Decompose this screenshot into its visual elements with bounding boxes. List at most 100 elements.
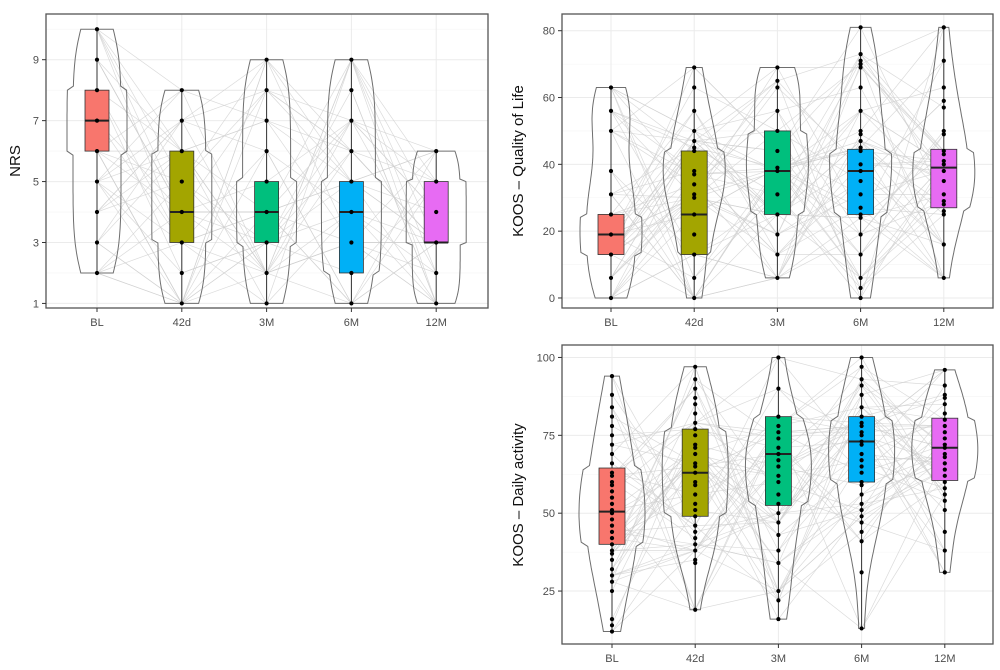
data-point <box>858 62 863 67</box>
data-point <box>942 507 947 513</box>
data-point <box>609 542 615 547</box>
data-point <box>692 275 697 281</box>
data-point <box>859 439 864 444</box>
data-point <box>608 252 614 257</box>
data-point <box>776 548 781 553</box>
data-point <box>434 209 439 215</box>
data-point <box>776 511 781 516</box>
data-point <box>264 148 269 154</box>
y-tick-label: 20 <box>543 226 555 238</box>
data-point <box>775 252 780 257</box>
y-tick-label: 9 <box>33 55 39 67</box>
data-point <box>775 232 780 237</box>
data-point <box>858 132 863 137</box>
daily-panel: 25 50 75 100 BL 42d 3M 6M 12M KOOS – Daily activi… <box>510 344 994 665</box>
data-point <box>609 483 615 488</box>
data-point <box>349 209 354 215</box>
data-point <box>692 232 697 237</box>
data-point <box>94 148 100 154</box>
data-point <box>859 433 864 438</box>
data-point <box>858 232 863 237</box>
group-12M <box>911 367 979 575</box>
data-point <box>94 57 100 62</box>
data-point <box>941 212 946 217</box>
data-point <box>942 461 947 466</box>
data-point <box>264 88 269 93</box>
data-point <box>941 105 946 110</box>
data-point <box>608 192 614 197</box>
data-point <box>349 240 354 245</box>
data-point <box>858 148 863 154</box>
data-point <box>942 451 947 457</box>
group-6M <box>828 355 896 631</box>
data-point <box>693 560 698 566</box>
data-point <box>775 128 780 134</box>
y-tick-label: 80 <box>543 26 555 38</box>
data-point <box>693 514 698 519</box>
data-point <box>859 392 864 397</box>
data-point <box>858 85 863 90</box>
data-point <box>859 414 864 419</box>
data-point <box>776 414 781 419</box>
data-point <box>692 128 697 134</box>
data-point <box>859 539 864 544</box>
data-point <box>858 178 863 184</box>
data-point <box>609 495 615 500</box>
data-point <box>858 215 863 220</box>
data-point <box>941 192 946 197</box>
data-point <box>775 65 780 70</box>
data-point <box>692 295 697 301</box>
violin-outline <box>745 67 809 279</box>
data-point <box>776 473 781 478</box>
data-point <box>692 85 697 90</box>
data-point <box>693 461 698 466</box>
data-point <box>858 168 863 174</box>
data-point <box>942 492 947 497</box>
x-tick-label: BL <box>90 317 103 329</box>
data-point <box>434 270 439 276</box>
data-point <box>776 479 781 485</box>
data-point <box>609 548 615 553</box>
x-tick-label: 3M <box>259 317 274 329</box>
x-tick-label: 42d <box>173 317 191 329</box>
y-tick-label: 3 <box>33 237 39 249</box>
data-point <box>942 473 947 478</box>
x-tick-label: 6M <box>853 317 868 329</box>
data-point <box>941 148 946 154</box>
data-point <box>859 514 864 519</box>
data-point <box>609 507 615 513</box>
data-point <box>609 451 615 457</box>
y-tick-label: 75 <box>543 430 555 442</box>
data-point <box>609 517 615 522</box>
data-point <box>609 523 615 528</box>
data-point <box>942 411 947 416</box>
data-point <box>692 252 697 257</box>
data-point <box>692 172 697 177</box>
violin-outline <box>744 357 812 620</box>
data-point <box>858 192 863 197</box>
data-point <box>775 165 780 170</box>
violin-outline <box>66 28 128 274</box>
y-tick-label: 25 <box>543 586 555 598</box>
violin-outline <box>405 150 467 304</box>
data-point <box>859 451 864 457</box>
data-point <box>941 178 946 184</box>
data-point <box>776 355 781 360</box>
qol-panel: 0 20 40 60 80 BL 42d 3M 6M 12M KOOS – Quality of L… <box>510 13 994 329</box>
data-point <box>776 560 781 566</box>
y-tick-label: 0 <box>549 293 555 305</box>
nrs-y-axis-title: NRS <box>7 145 24 177</box>
data-point <box>776 386 781 391</box>
data-point <box>609 461 615 466</box>
nrs-panel: 1 3 5 7 9 BL 42d 3M 6M 12M NRS <box>7 13 489 329</box>
data-point <box>941 158 946 164</box>
violin-outline <box>579 87 643 299</box>
group-3M <box>745 65 809 281</box>
data-point <box>693 542 698 547</box>
data-point <box>858 205 863 210</box>
x-tick-label: 6M <box>854 653 869 665</box>
data-point <box>776 436 781 441</box>
group-42d <box>151 88 213 306</box>
data-point <box>609 551 615 556</box>
data-point <box>859 570 864 575</box>
